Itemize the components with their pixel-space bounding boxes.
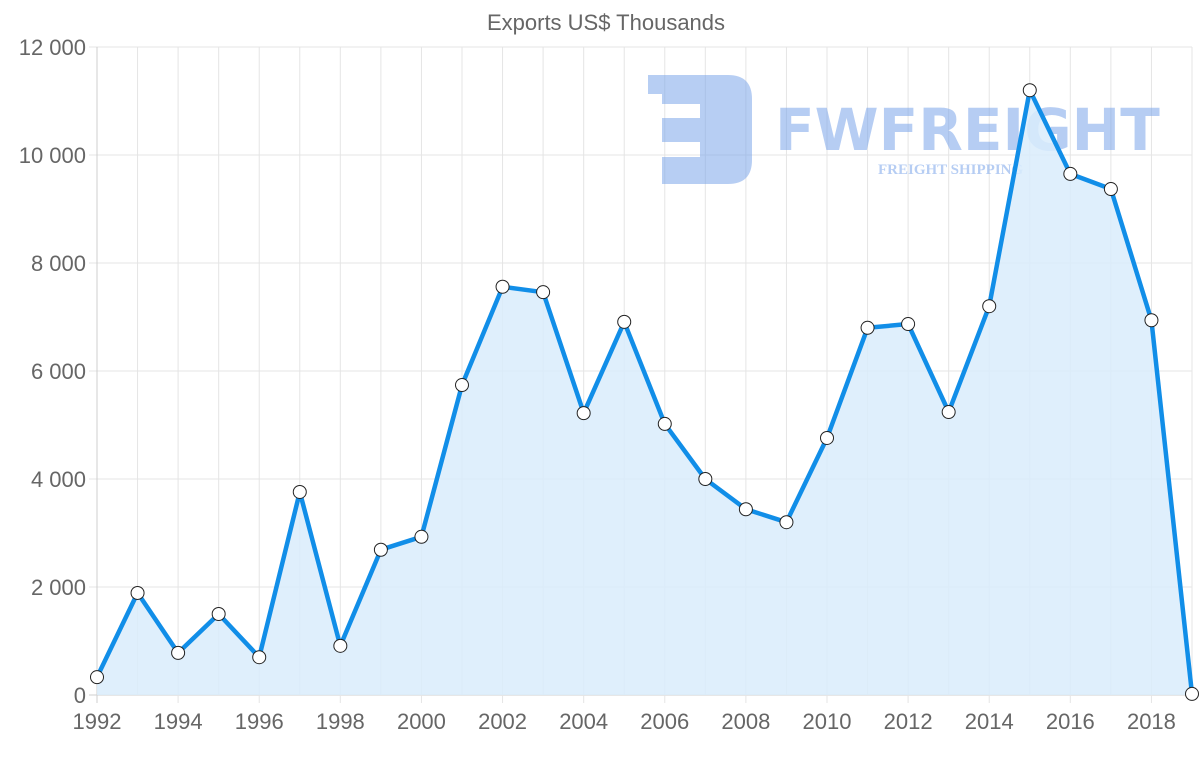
area-fill [97, 90, 1192, 695]
y-axis-ticks: 0 2 000 4 000 6 000 8 000 10 000 12 000 [19, 35, 86, 708]
data-point[interactable] [901, 317, 916, 332]
y-tick-label: 6 000 [31, 359, 86, 384]
data-point[interactable] [536, 285, 551, 300]
x-tick-label: 2008 [721, 709, 770, 734]
x-tick-label: 2010 [803, 709, 852, 734]
watermark-logo: FWFREIGHT FREIGHT SHIPPING [648, 75, 1160, 184]
data-point[interactable] [455, 378, 469, 393]
data-point[interactable] [414, 529, 429, 544]
watermark-tagline: FREIGHT SHIPPING [878, 162, 1023, 178]
x-tick-label: 1994 [154, 709, 203, 734]
data-point[interactable] [860, 320, 875, 335]
data-point[interactable] [333, 638, 348, 653]
y-tick-label: 8 000 [31, 251, 86, 276]
y-tick-label: 12 000 [19, 35, 86, 60]
x-tick-label: 2002 [478, 709, 527, 734]
y-tick-label: 0 [74, 683, 86, 708]
data-point[interactable] [738, 502, 753, 517]
data-point[interactable] [1103, 182, 1118, 197]
data-point[interactable] [292, 484, 307, 499]
y-tick-label: 4 000 [31, 467, 86, 492]
x-tick-label: 2016 [1046, 709, 1095, 734]
data-point[interactable] [941, 405, 956, 420]
x-tick-label: 1998 [316, 709, 365, 734]
data-point[interactable] [982, 299, 997, 314]
y-tick-label: 2 000 [31, 575, 86, 600]
data-point[interactable] [698, 472, 713, 486]
x-tick-label: 2006 [640, 709, 689, 734]
x-tick-label: 2014 [965, 709, 1014, 734]
x-tick-label: 1996 [235, 709, 284, 734]
data-point[interactable] [1063, 166, 1078, 181]
x-tick-label: 2000 [397, 709, 446, 734]
x-tick-label: 1992 [73, 709, 122, 734]
data-line [94, 87, 1195, 695]
data-point[interactable] [252, 650, 267, 665]
x-tick-label: 2004 [559, 709, 608, 734]
x-tick-label: 2012 [884, 709, 933, 734]
data-point[interactable] [171, 645, 186, 660]
chart-title: Exports US$ Thousands [487, 10, 725, 35]
data-points [90, 83, 1199, 701]
x-axis-ticks: 1992 1994 1996 1998 2000 2002 2004 2006 2008 2010… [73, 709, 1176, 734]
data-point[interactable] [495, 279, 510, 294]
data-point[interactable] [576, 406, 591, 421]
x-tick-label: 2018 [1127, 709, 1176, 734]
data-point[interactable] [130, 585, 145, 600]
data-point[interactable] [657, 416, 672, 431]
data-point[interactable] [1185, 686, 1199, 701]
data-point[interactable] [373, 542, 388, 557]
data-point[interactable] [820, 430, 834, 445]
data-point[interactable] [1144, 313, 1159, 328]
data-point[interactable] [617, 314, 632, 329]
y-tick-label: 10 000 [19, 143, 86, 168]
logo-mark-icon [648, 75, 752, 184]
watermark-brand: FWFREIGHT [775, 96, 1160, 164]
data-point[interactable] [90, 670, 104, 685]
data-point[interactable] [1022, 83, 1037, 98]
data-point[interactable] [779, 515, 794, 530]
data-point[interactable] [211, 607, 226, 621]
